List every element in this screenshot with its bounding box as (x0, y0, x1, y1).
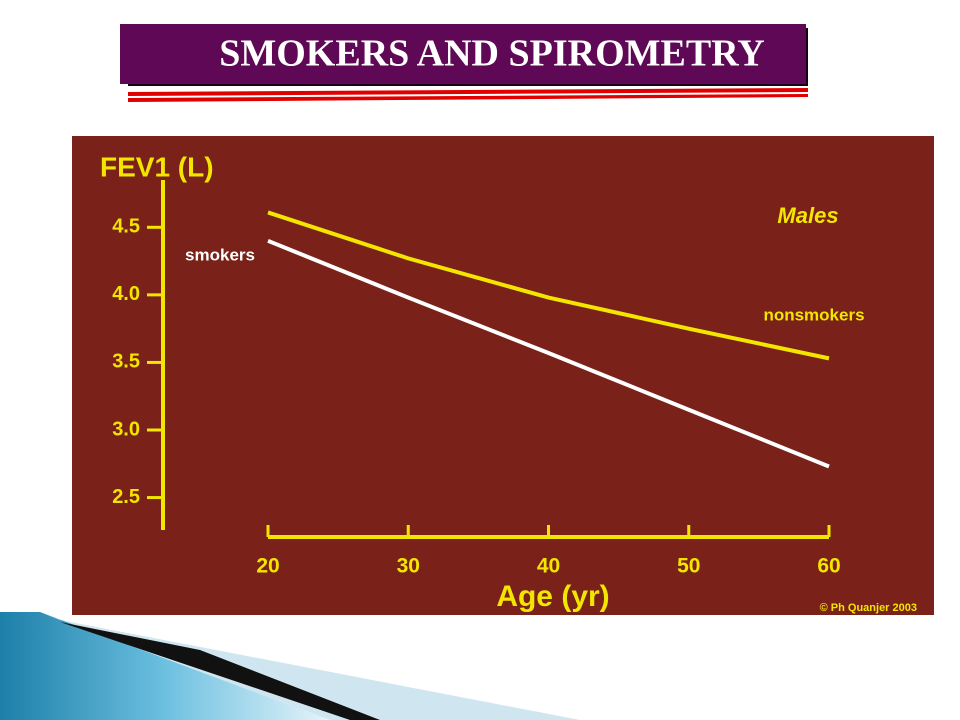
title-box (120, 24, 806, 84)
x-tick-label: 20 (256, 555, 279, 578)
series-line (267, 238, 830, 469)
y-tick-label: 2.5 (112, 486, 140, 508)
slide-title: SMOKERS AND SPIROMETRY (219, 33, 765, 75)
chart: 2.5 3.0 3.5 4.0 4.5 20 30 40 50 60 FEV1 (L) Age (yr… (72, 136, 934, 615)
series-line (267, 210, 830, 361)
rule (128, 94, 808, 102)
annotation: © Ph Quanjer 2003 (820, 602, 917, 614)
x-tick-label: 60 (817, 555, 840, 578)
annotation: Males (777, 203, 838, 228)
x-axis-title: Age (yr) (496, 580, 609, 613)
y-axis-title: FEV1 (L) (100, 151, 214, 182)
decor (0, 612, 330, 720)
x-tick-label: 30 (397, 555, 420, 578)
y-tick-label: 3.0 (112, 418, 140, 440)
x-tick-label: 50 (677, 555, 700, 578)
series-label: nonsmokers (763, 305, 864, 324)
y-tick-label: 3.5 (112, 351, 140, 373)
series-label: smokers (185, 245, 255, 264)
y-tick-label: 4.5 (112, 216, 140, 238)
decor (60, 622, 380, 720)
y-tick-label: 4.0 (112, 283, 140, 305)
x-tick-label: 40 (537, 555, 560, 578)
rule (128, 88, 808, 96)
